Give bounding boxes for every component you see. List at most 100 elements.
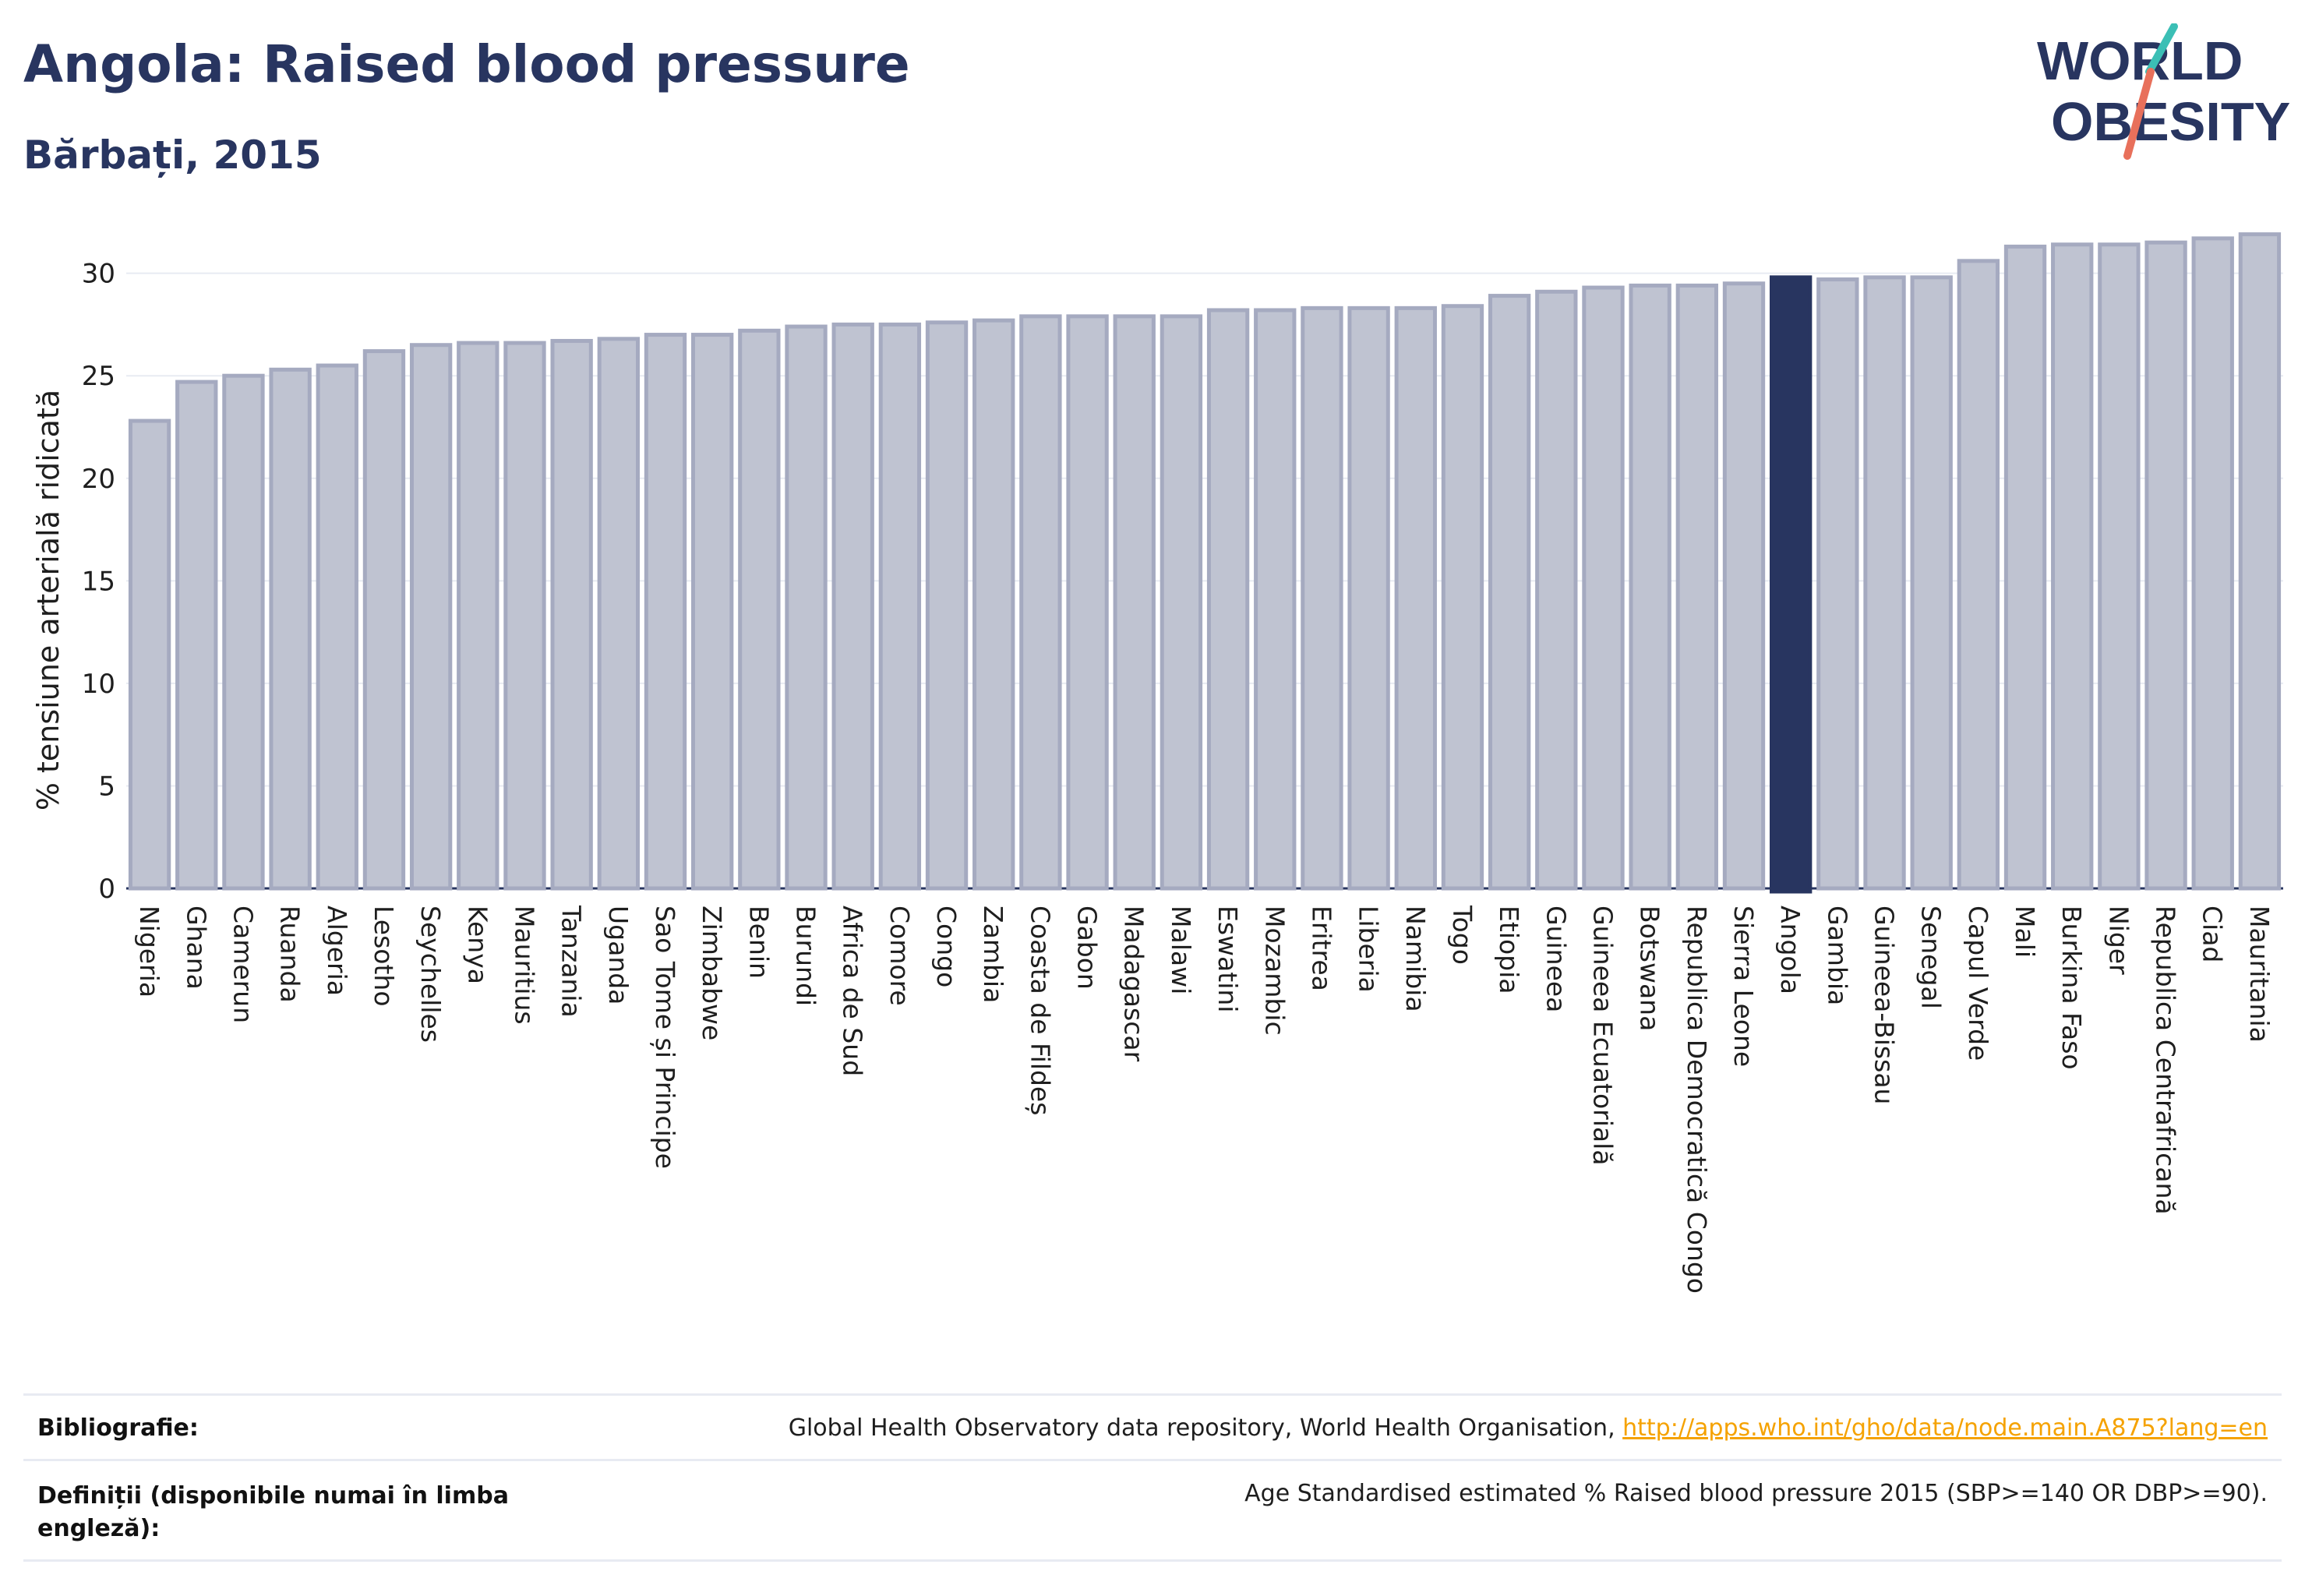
bibliography-value: Global Health Observatory data repositor… xyxy=(789,1414,2268,1442)
x-tick-label: Republica Centrafricană xyxy=(2151,906,2181,1215)
bar-nigeria[interactable] xyxy=(128,418,171,891)
logo-text-obesity: OBESITY xyxy=(2051,91,2290,152)
bar-ruanda[interactable] xyxy=(269,367,312,891)
y-axis-label: % tensiune arterială ridicată xyxy=(31,390,65,810)
x-tick-label: Liberia xyxy=(1354,906,1384,993)
x-tick-label: Congo xyxy=(931,906,962,987)
bar-sierra-leone[interactable] xyxy=(1722,281,1766,891)
bar-gabon[interactable] xyxy=(1066,314,1109,891)
definitions-row: Definiții (disponibile numai în limba eng… xyxy=(23,1459,2282,1562)
bar-botswana[interactable] xyxy=(1629,283,1671,891)
x-tick-label: Namibia xyxy=(1400,906,1431,1012)
bar-mozambic[interactable] xyxy=(1254,308,1297,891)
definitions-label: Definiții (disponibile numai în limba eng… xyxy=(37,1480,536,1545)
x-tick-label: Etiopia xyxy=(1494,906,1524,994)
definitions-value: Age Standardised estimated % Raised bloo… xyxy=(1244,1480,2268,1507)
x-tick-label: Ruanda xyxy=(275,906,305,1003)
bar-republica-democratică-congo[interactable] xyxy=(1675,283,1718,891)
x-tick-label: Camerun xyxy=(228,906,258,1023)
x-tick-label: Malawi xyxy=(1166,906,1196,994)
bar-africa-de-sud[interactable] xyxy=(831,322,874,891)
x-tick-label: Niger xyxy=(2103,906,2134,975)
bars xyxy=(128,232,2282,894)
bar-ghana[interactable] xyxy=(175,380,218,891)
bar-eswatini[interactable] xyxy=(1206,308,1250,891)
x-tick-label: Mali xyxy=(2010,906,2040,958)
bar-congo[interactable] xyxy=(925,320,969,891)
bar-malawi[interactable] xyxy=(1160,314,1203,891)
definitions-label-line1: Definiții (disponibile numai în limba xyxy=(37,1482,509,1509)
bar-zimbabwe[interactable] xyxy=(691,333,734,891)
x-tick-label: Mauritania xyxy=(2244,906,2275,1043)
logo-text-world: WORLD xyxy=(2037,30,2243,91)
bar-guineea[interactable] xyxy=(1535,289,1578,891)
x-tick-label: Senegal xyxy=(1916,906,1947,1009)
y-tick-label: 10 xyxy=(82,669,115,700)
bar-angola[interactable] xyxy=(1770,275,1813,894)
bar-sao-tome-și-principe[interactable] xyxy=(644,333,687,891)
x-tick-label: Lesotho xyxy=(369,906,399,1007)
x-tick-label: Benin xyxy=(743,906,774,979)
y-tick-label: 20 xyxy=(82,464,115,495)
bar-capul-verde[interactable] xyxy=(1957,259,2000,891)
x-tick-label: Burkina Faso xyxy=(2056,906,2087,1070)
x-tick-label: Guineea-Bissau xyxy=(1869,906,1900,1104)
bar-ciad[interactable] xyxy=(2191,236,2234,891)
x-tick-label: Comore xyxy=(884,906,915,1006)
bar-mali[interactable] xyxy=(2003,244,2047,891)
x-tick-labels: Nigeria Ghana Camerun Ruanda Algeria Lesotho S… xyxy=(134,905,2275,1294)
x-tick-label: Coasta de Fildeș xyxy=(1025,906,1055,1115)
chart-title: Angola: Raised blood pressure xyxy=(23,34,910,94)
bar-benin[interactable] xyxy=(738,328,781,891)
bar-senegal[interactable] xyxy=(1910,275,1953,891)
bibliography-link[interactable]: http://apps.who.int/gho/data/node.main.A… xyxy=(1622,1414,2268,1442)
bar-gambia[interactable] xyxy=(1816,277,1859,891)
chart-subtitle: Bărbați, 2015 xyxy=(23,132,322,178)
y-tick-label: 15 xyxy=(82,566,115,597)
bar-tanzania[interactable] xyxy=(550,338,593,891)
bar-kenya[interactable] xyxy=(457,341,499,891)
bar-namibia[interactable] xyxy=(1394,305,1437,891)
bar-coasta-de-fildeș[interactable] xyxy=(1019,314,1062,891)
bar-mauritius[interactable] xyxy=(503,341,546,891)
x-tick-label: Republica Democratică Congo xyxy=(1682,906,1712,1294)
bar-burundi[interactable] xyxy=(785,324,828,891)
x-tick-label: Guineea Ecuatorială xyxy=(1587,906,1618,1166)
x-tick-label: Zambia xyxy=(978,906,1008,1003)
bar-guineea-ecuatorială[interactable] xyxy=(1582,285,1625,891)
x-tick-label: Algeria xyxy=(322,906,352,996)
bar-mauritania[interactable] xyxy=(2238,232,2282,891)
x-tick-label: Nigeria xyxy=(134,906,164,998)
bibliography-text: Global Health Observatory data repositor… xyxy=(788,1414,1623,1442)
bar-liberia[interactable] xyxy=(1347,305,1390,891)
x-tick-label: Kenya xyxy=(462,906,492,984)
x-tick-label: Eswatini xyxy=(1213,906,1243,1012)
x-tick-label: Ghana xyxy=(181,906,211,990)
bar-guineea-bissau[interactable] xyxy=(1863,275,1906,891)
bar-uganda[interactable] xyxy=(597,337,640,891)
world-obesity-logo[interactable]: WORLD OBESITY xyxy=(2034,23,2291,168)
x-tick-label: Angola xyxy=(1775,906,1806,994)
bar-republica-centrafricană[interactable] xyxy=(2144,240,2187,891)
logo-slash-teal xyxy=(2145,23,2178,76)
x-tick-label: Tanzania xyxy=(556,905,587,1018)
y-tick-label: 0 xyxy=(98,874,115,905)
bar-comore[interactable] xyxy=(878,322,922,891)
x-tick-label: Botswana xyxy=(1635,906,1665,1031)
bar-algeria[interactable] xyxy=(316,363,358,891)
bar-togo[interactable] xyxy=(1441,304,1484,891)
x-tick-label: Eritrea xyxy=(1306,906,1336,991)
bar-zambia[interactable] xyxy=(972,318,1015,891)
x-tick-label: Burundi xyxy=(791,906,821,1006)
y-tick-labels: 0 5 10 15 20 25 30 xyxy=(82,259,115,905)
x-tick-label: Zimbabwe xyxy=(697,906,727,1040)
bar-niger[interactable] xyxy=(2098,242,2141,891)
bar-lesotho[interactable] xyxy=(362,349,406,891)
bar-seychelles[interactable] xyxy=(409,343,453,891)
bar-camerun[interactable] xyxy=(222,373,265,891)
bibliography-label: Bibliografie: xyxy=(37,1414,199,1442)
bar-madagascar[interactable] xyxy=(1113,314,1156,891)
bar-burkina-faso[interactable] xyxy=(2051,242,2094,891)
bar-eritrea[interactable] xyxy=(1301,305,1343,891)
bar-etiopia[interactable] xyxy=(1488,294,1531,891)
